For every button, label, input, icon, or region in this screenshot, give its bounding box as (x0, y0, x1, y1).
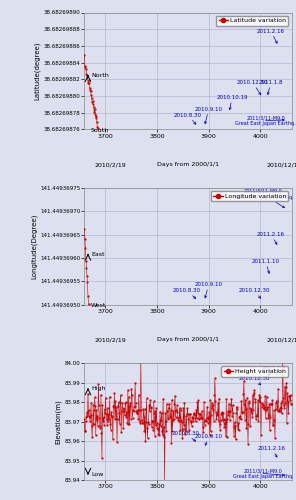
Legend: Longitude variation: Longitude variation (211, 191, 288, 202)
Text: 2010/2/19: 2010/2/19 (94, 338, 126, 342)
Text: 2010.12.30: 2010.12.30 (239, 376, 270, 385)
Text: Days from 2000/1/1: Days from 2000/1/1 (157, 162, 219, 167)
Text: 2011/3/11-M9.0
Great East Japan Earthq.: 2011/3/11-M9.0 Great East Japan Earthq. (233, 468, 293, 479)
Y-axis label: Longitude(Degree): Longitude(Degree) (31, 214, 37, 279)
Text: 2011.2.16: 2011.2.16 (257, 28, 285, 44)
Y-axis label: Latitude(degree): Latitude(degree) (34, 42, 41, 100)
Text: 2011.1.10: 2011.1.10 (252, 259, 280, 274)
Text: 2010.8.30: 2010.8.30 (174, 112, 202, 124)
Y-axis label: Elevation(m): Elevation(m) (55, 399, 62, 444)
Legend: Height variation: Height variation (221, 366, 288, 376)
Text: Days from 2000/1/1: Days from 2000/1/1 (157, 338, 219, 342)
Text: 2010.8.30: 2010.8.30 (173, 288, 201, 298)
Text: 2010/12/16: 2010/12/16 (266, 338, 296, 342)
Text: 2010.8.30: 2010.8.30 (171, 430, 200, 441)
Text: North: North (91, 73, 109, 78)
Text: 2010/12/16: 2010/12/16 (266, 162, 296, 167)
Text: 2010.9.10: 2010.9.10 (195, 107, 223, 124)
Text: 2010/2/19: 2010/2/19 (94, 162, 126, 167)
Text: West: West (91, 304, 107, 308)
Text: Low: Low (91, 472, 104, 476)
Text: 2010.9.10: 2010.9.10 (195, 434, 223, 446)
Text: 2010.12.30: 2010.12.30 (239, 288, 270, 298)
Text: East: East (91, 252, 104, 257)
Text: South: South (91, 128, 109, 133)
Text: 2011/3/11-M9.0
Great East Japan Earthq.: 2011/3/11-M9.0 Great East Japan Earthq. (235, 115, 296, 126)
Text: 2011.2.16: 2011.2.16 (258, 446, 286, 457)
Text: 2010.9.10: 2010.9.10 (195, 282, 223, 298)
Text: 2010.12.30: 2010.12.30 (237, 80, 268, 95)
Legend: Latitude variation: Latitude variation (216, 16, 288, 26)
Text: 2011.2.16: 2011.2.16 (257, 232, 285, 244)
Text: High: High (91, 386, 106, 392)
Text: 2011.1.8: 2011.1.8 (259, 80, 283, 94)
Text: 2011/3/11-M9.0
Great East Japan Earthq.: 2011/3/11-M9.0 Great East Japan Earthq. (233, 188, 293, 208)
Text: 2011.1.8: 2011.1.8 (261, 366, 286, 376)
Text: 2010.10.19: 2010.10.19 (216, 95, 248, 110)
